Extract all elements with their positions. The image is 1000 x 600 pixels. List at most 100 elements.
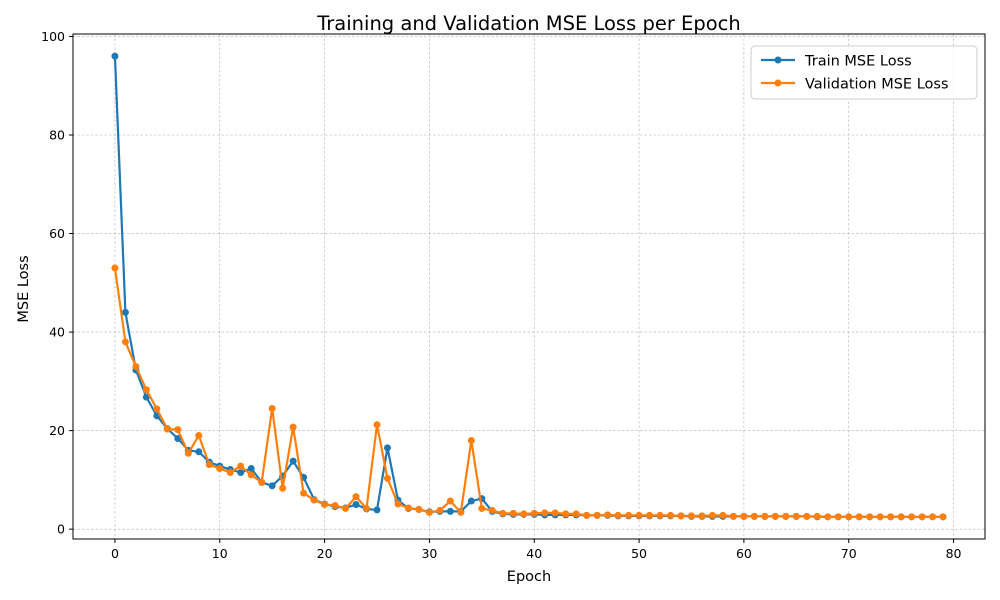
data-point-validation: [803, 512, 811, 520]
data-point-validation: [876, 513, 884, 521]
data-point-validation: [551, 509, 559, 517]
data-point-validation: [625, 511, 633, 519]
data-point-train: [142, 393, 150, 401]
y-axis: 0 20 40 60 80 100: [41, 29, 73, 537]
data-point-validation: [153, 405, 161, 413]
data-point-validation: [205, 461, 213, 469]
data-point-validation: [572, 510, 580, 518]
data-point-train: [111, 52, 119, 60]
legend-box: [750, 45, 978, 100]
legend-marker-train: [774, 56, 782, 64]
data-point-validation: [499, 509, 507, 517]
data-point-validation: [530, 509, 538, 517]
legend-label-validation: Validation MSE Loss: [805, 77, 949, 93]
data-point-validation: [467, 436, 475, 444]
data-point-validation: [404, 504, 412, 512]
data-point-validation: [824, 513, 832, 521]
data-point-validation: [142, 386, 150, 394]
data-point-validation: [289, 423, 297, 431]
data-point-validation: [247, 471, 255, 479]
data-point-train: [446, 507, 454, 515]
data-point-validation: [908, 513, 916, 521]
data-point-train: [195, 448, 203, 456]
data-point-train: [467, 497, 475, 505]
data-point-validation: [425, 508, 433, 516]
data-point-validation: [845, 513, 853, 521]
data-point-validation: [583, 511, 591, 519]
x-tick-label: 0: [111, 546, 119, 561]
data-point-validation: [604, 511, 612, 519]
data-point-validation: [457, 508, 465, 516]
data-point-validation: [635, 511, 643, 519]
data-point-validation: [279, 484, 287, 492]
data-point-validation: [478, 504, 486, 512]
data-point-validation: [761, 512, 769, 520]
data-point-validation: [258, 478, 266, 486]
data-point-validation: [729, 512, 737, 520]
data-point-validation: [698, 512, 706, 520]
data-point-validation: [918, 513, 926, 521]
series-validation: [111, 264, 947, 521]
x-tick-label: 20: [317, 546, 333, 561]
data-point-validation: [929, 513, 937, 521]
data-point-validation: [520, 510, 528, 518]
data-point-validation: [195, 432, 203, 440]
data-point-train: [352, 501, 360, 509]
data-point-train: [174, 434, 182, 442]
data-point-validation: [541, 509, 549, 517]
data-point-validation: [646, 511, 654, 519]
y-axis-label: MSE Loss: [16, 255, 32, 322]
data-point-train: [289, 457, 297, 465]
data-point-validation: [792, 512, 800, 520]
grid: [73, 34, 985, 539]
data-point-validation: [216, 465, 224, 473]
data-point-validation: [383, 474, 391, 482]
data-point-validation: [184, 449, 192, 457]
data-point-validation: [342, 504, 350, 512]
data-point-validation: [719, 511, 727, 519]
x-axis: 0 10 20 30 40 50 60 70 80: [111, 539, 962, 561]
data-point-validation: [656, 511, 664, 519]
x-tick-label: 50: [631, 546, 647, 561]
data-point-validation: [667, 511, 675, 519]
x-tick-label: 70: [841, 546, 857, 561]
data-point-validation: [708, 511, 716, 519]
data-point-validation: [163, 425, 171, 433]
data-point-validation: [614, 511, 622, 519]
data-point-validation: [562, 510, 570, 518]
legend-label-train: Train MSE Loss: [804, 54, 912, 70]
data-point-validation: [331, 502, 339, 509]
chart-title: Training and Validation MSE Loss per Epo…: [316, 12, 741, 35]
data-point-validation: [887, 513, 895, 521]
data-point-train: [121, 308, 129, 316]
data-point-validation: [436, 506, 444, 514]
data-point-validation: [740, 512, 748, 520]
data-point-validation: [750, 512, 758, 520]
data-point-train: [237, 468, 245, 476]
y-tick-label: 100: [41, 29, 65, 44]
data-point-validation: [394, 500, 402, 508]
data-point-validation: [939, 513, 947, 521]
x-tick-label: 30: [421, 546, 437, 561]
x-tick-label: 40: [526, 546, 542, 561]
data-point-validation: [174, 426, 182, 434]
data-point-train: [247, 465, 255, 473]
legend: Train MSE Loss Validation MSE Loss: [750, 45, 978, 100]
data-point-train: [383, 444, 391, 452]
series-layer: [111, 52, 947, 521]
plot-frame: [72, 33, 986, 540]
legend-marker-validation: [774, 79, 782, 87]
data-point-validation: [509, 509, 517, 517]
data-point-validation: [121, 338, 129, 346]
data-point-validation: [593, 511, 601, 519]
x-tick-label: 80: [946, 546, 962, 561]
y-tick-label: 0: [57, 522, 65, 537]
data-point-validation: [352, 493, 360, 501]
x-tick-label: 10: [212, 546, 228, 561]
data-point-train: [373, 506, 381, 514]
y-tick-label: 20: [49, 423, 65, 438]
data-point-validation: [237, 462, 245, 470]
x-tick-label: 60: [736, 546, 752, 561]
data-point-validation: [363, 504, 371, 512]
